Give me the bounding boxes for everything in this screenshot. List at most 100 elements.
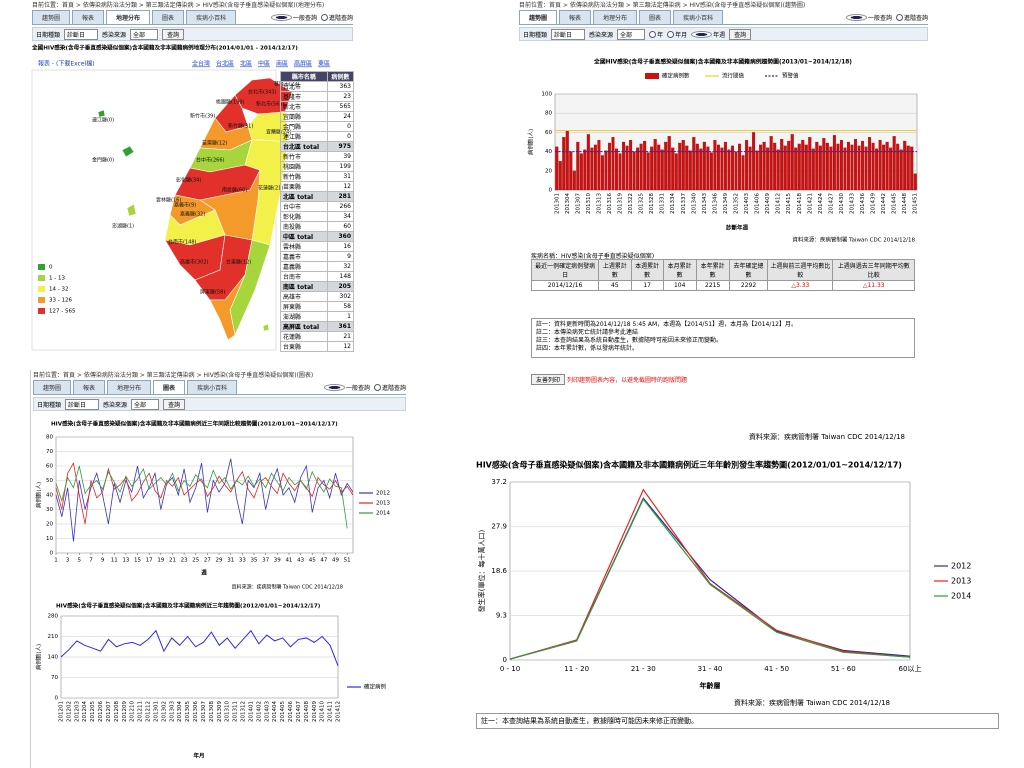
county-region[interactable]: [209, 274, 246, 341]
print-button[interactable]: 友善列印: [531, 374, 566, 385]
table-row: 新北市 565: [280, 101, 355, 112]
case-count: 12: [326, 181, 355, 192]
radio-option[interactable]: 年週: [691, 30, 725, 39]
excel-link[interactable]: 報表 - (下載Excel檔): [38, 60, 95, 68]
print-link[interactable]: 列印趨勢圖表內容，以避免截圖時的跑版問題: [567, 377, 688, 384]
radio-option[interactable]: 年月: [667, 30, 687, 39]
x-tick-label: 41 - 50: [764, 665, 789, 673]
radio-option[interactable]: 一般查詢: [323, 383, 370, 392]
table-row: 彰化縣 34: [280, 211, 355, 222]
tab[interactable]: 圖表: [153, 380, 186, 394]
radio-dot: [649, 30, 657, 38]
select[interactable]: 診斷日: [64, 28, 99, 40]
line-series: [60, 629, 339, 666]
x-tick-label: 29: [216, 558, 223, 564]
county-name: 東區 total: [280, 351, 328, 352]
x-tick-label: 47: [320, 558, 327, 564]
x-tick-label: 201421: [807, 193, 813, 214]
region-link[interactable]: 東區: [318, 60, 330, 68]
radio-option[interactable]: 進階查詢: [895, 13, 928, 22]
tab[interactable]: 地理分布: [106, 10, 151, 24]
region-link[interactable]: 北區: [240, 60, 252, 68]
map-label: 雲林縣(16): [156, 197, 181, 204]
radio-option[interactable]: 年: [649, 30, 663, 39]
y-tick-label: 20: [545, 168, 552, 174]
tab[interactable]: 報表: [72, 10, 105, 24]
bar: [801, 139, 805, 191]
x-tick-label: 201343: [702, 193, 708, 214]
region-link[interactable]: 中區: [258, 60, 270, 68]
x-tick-label: 201334: [670, 193, 676, 214]
case-count: 302: [326, 291, 355, 302]
data-cell: 104: [662, 280, 697, 291]
radio-option[interactable]: 一般查詢: [270, 13, 317, 22]
county-region[interactable]: [126, 203, 137, 217]
select[interactable]: 全部: [617, 28, 646, 40]
bar: [783, 145, 787, 191]
radio-option[interactable]: 一般查詢: [845, 13, 892, 22]
tab-bar: 趨勢圖 報表 地理分布 圖表 疾病小百科 一般查詢 進階查詢: [32, 10, 353, 25]
tab[interactable]: 地理分布: [593, 10, 638, 24]
tab[interactable]: 疾病小百科: [673, 10, 724, 24]
map-label: 新北市(565): [256, 101, 284, 108]
bar: [709, 152, 713, 191]
select[interactable]: 診斷日: [65, 398, 100, 410]
tab[interactable]: 報表: [559, 10, 592, 24]
select[interactable]: 診斷日: [551, 28, 586, 40]
x-tick-label: 201302: [161, 701, 167, 722]
x-tick-label: 23: [181, 558, 188, 564]
case-count: 39: [326, 151, 355, 162]
chart-title: HIV感染(含母子垂直感染疑似個案)含本國籍及非本國籍病例近三年趨勢圖(2012…: [56, 602, 321, 610]
select[interactable]: 全部: [131, 398, 160, 410]
tab[interactable]: 疾病小百科: [186, 10, 237, 24]
select[interactable]: 全部: [130, 28, 159, 40]
radio-option[interactable]: 進階查詢: [320, 13, 353, 22]
tab[interactable]: 疾病小百科: [187, 380, 238, 394]
bar: [787, 140, 791, 191]
county-region[interactable]: [121, 145, 135, 158]
tab[interactable]: 趨勢圖: [519, 10, 558, 24]
bar: [629, 139, 633, 191]
bar: [776, 149, 780, 191]
case-count: 23: [326, 91, 355, 102]
bar: [572, 170, 576, 191]
x-tick-label: 201349: [723, 193, 729, 214]
bar: [607, 142, 611, 191]
bar: [748, 146, 752, 191]
age-chart: 0 9.3 18.6 27.9 37.2 0 - 10 11 - 20 21 - 30 31 -…: [476, 460, 971, 708]
bar: [702, 141, 706, 191]
tab[interactable]: 圖表: [152, 10, 185, 24]
region-link[interactable]: 台北區: [216, 60, 234, 68]
bar: [839, 139, 843, 191]
y-tick-label: 60: [46, 464, 53, 470]
tab[interactable]: 趨勢圖: [32, 10, 71, 24]
query-button[interactable]: 查詢: [163, 398, 186, 410]
tab[interactable]: 趨勢圖: [33, 380, 72, 394]
region-link[interactable]: 高屏區: [294, 60, 312, 68]
county-region[interactable]: [262, 323, 270, 332]
case-count: 148: [326, 271, 355, 282]
bar: [910, 146, 914, 191]
chart-title: HIV感染(含母子垂直感染疑似個案)含本國籍及非本國籍病例近三年同期比較趨勢圖(…: [51, 420, 338, 428]
x-tick-label: 11: [111, 558, 118, 564]
region-link[interactable]: 全台灣: [192, 60, 210, 68]
query-button[interactable]: 查詢: [162, 28, 185, 40]
x-tick-label: 201312: [241, 701, 247, 722]
x-tick-label: 201402: [256, 701, 262, 722]
tab[interactable]: 報表: [73, 380, 106, 394]
table-row: 中區 total 360: [280, 231, 355, 242]
map-label: 彰化縣(34): [176, 177, 201, 184]
breadcrumb: 目前位置：首頁 > 依傳染病防治法分類 > 第三類法定傳染病 > HIV感染(含…: [519, 2, 806, 9]
county-region[interactable]: [97, 109, 106, 118]
region-link[interactable]: 南區: [276, 60, 288, 68]
x-tick-label: 201206: [98, 701, 104, 722]
legend-label: 確定病例: [364, 683, 387, 691]
bar: [868, 137, 872, 191]
bar: [611, 137, 615, 191]
tab[interactable]: 地理分布: [107, 380, 152, 394]
query-button[interactable]: 查詢: [729, 28, 752, 40]
tab[interactable]: 圖表: [639, 10, 672, 24]
bar: [699, 148, 703, 191]
radio-option[interactable]: 進階查詢: [373, 383, 406, 392]
